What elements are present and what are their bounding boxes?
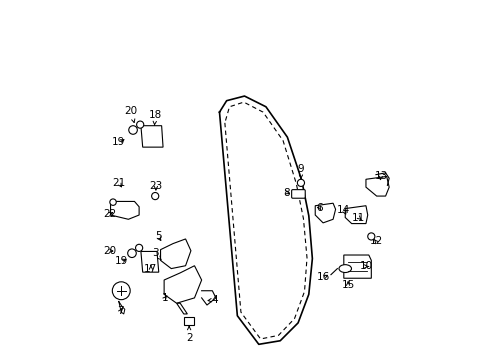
- Text: 23: 23: [149, 181, 162, 192]
- Polygon shape: [343, 255, 370, 278]
- Text: 1: 1: [162, 293, 168, 303]
- Polygon shape: [160, 239, 190, 269]
- Text: 18: 18: [148, 110, 162, 126]
- Text: 14: 14: [337, 205, 350, 215]
- Text: 10: 10: [359, 261, 372, 271]
- Text: 16: 16: [317, 272, 330, 282]
- Text: 8: 8: [283, 188, 289, 198]
- Circle shape: [151, 193, 159, 200]
- Text: 19: 19: [112, 138, 125, 148]
- Circle shape: [112, 282, 130, 300]
- Circle shape: [110, 199, 116, 205]
- Text: 22: 22: [102, 209, 116, 219]
- FancyBboxPatch shape: [291, 190, 305, 198]
- Text: 21: 21: [112, 178, 125, 188]
- Text: 7: 7: [117, 306, 123, 316]
- Text: 9: 9: [297, 163, 304, 179]
- Text: 4: 4: [207, 295, 218, 305]
- Text: 20: 20: [102, 246, 116, 256]
- Ellipse shape: [338, 265, 351, 273]
- Text: 3: 3: [152, 248, 161, 260]
- Circle shape: [297, 179, 304, 186]
- Text: 15: 15: [341, 280, 354, 291]
- Circle shape: [128, 126, 137, 134]
- Polygon shape: [141, 126, 163, 147]
- Text: 17: 17: [144, 264, 157, 274]
- Text: 2: 2: [185, 327, 192, 343]
- Polygon shape: [164, 266, 201, 303]
- Text: 20: 20: [124, 107, 137, 122]
- Bar: [183, 317, 193, 325]
- Circle shape: [127, 249, 136, 257]
- Text: 13: 13: [374, 171, 387, 181]
- Text: 6: 6: [316, 203, 322, 213]
- Polygon shape: [110, 202, 139, 219]
- Polygon shape: [365, 176, 388, 196]
- Polygon shape: [315, 203, 335, 223]
- Polygon shape: [176, 303, 187, 314]
- Text: 12: 12: [368, 237, 382, 247]
- Polygon shape: [345, 206, 367, 224]
- Text: 11: 11: [351, 212, 365, 222]
- Circle shape: [367, 233, 374, 240]
- Text: 19: 19: [114, 256, 128, 266]
- Polygon shape: [141, 251, 159, 272]
- Circle shape: [136, 121, 143, 128]
- Text: 5: 5: [154, 231, 161, 242]
- Circle shape: [135, 244, 142, 251]
